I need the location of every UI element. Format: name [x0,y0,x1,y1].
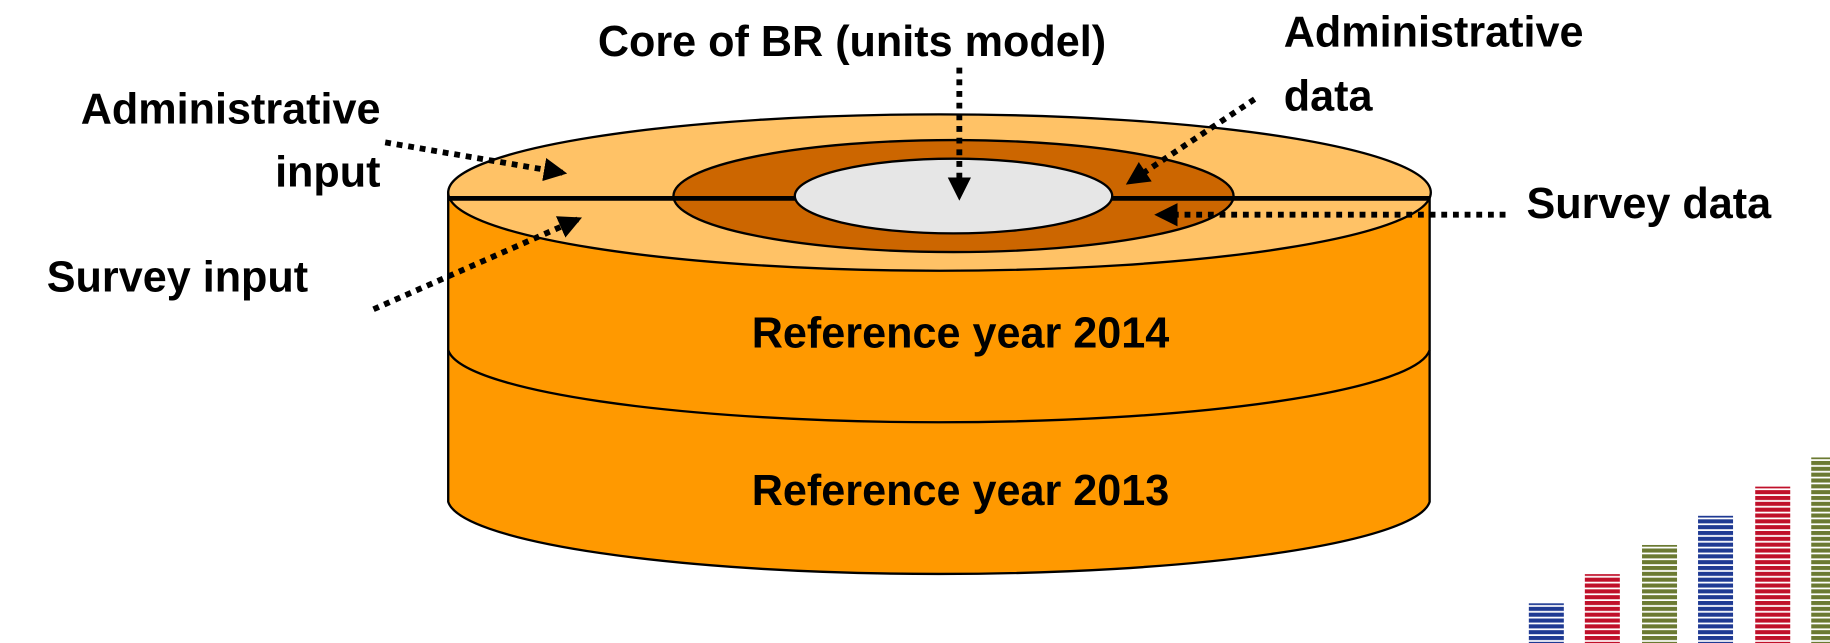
survey-input-label: Survey input [47,253,308,301]
admin-data-label: Administrative [1284,8,1584,56]
arrow [372,216,583,312]
survey-data-label: Survey data [1526,180,1772,228]
admin-input-label: Administrative [81,85,381,133]
logo [1528,457,1830,643]
layer-label: Reference year 2013 [752,467,1170,515]
core [793,157,1114,235]
core-label: Core of BR (units model) [598,18,1106,66]
cylinder-body [447,191,1431,576]
layer-divider [447,349,1431,424]
layer-label: Reference year 2014 [752,309,1170,357]
admin-data-label: data [1284,73,1374,121]
arrow [1125,96,1257,185]
admin-input-label: input [275,148,380,196]
